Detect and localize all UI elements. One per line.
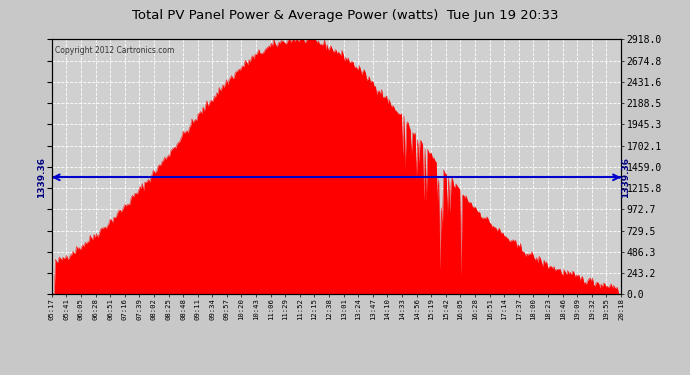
Text: Total PV Panel Power & Average Power (watts)  Tue Jun 19 20:33: Total PV Panel Power & Average Power (wa…	[132, 9, 558, 22]
Text: 1339.36: 1339.36	[37, 157, 46, 198]
Text: Copyright 2012 Cartronics.com: Copyright 2012 Cartronics.com	[55, 46, 174, 55]
Text: 1339.36: 1339.36	[621, 157, 630, 198]
